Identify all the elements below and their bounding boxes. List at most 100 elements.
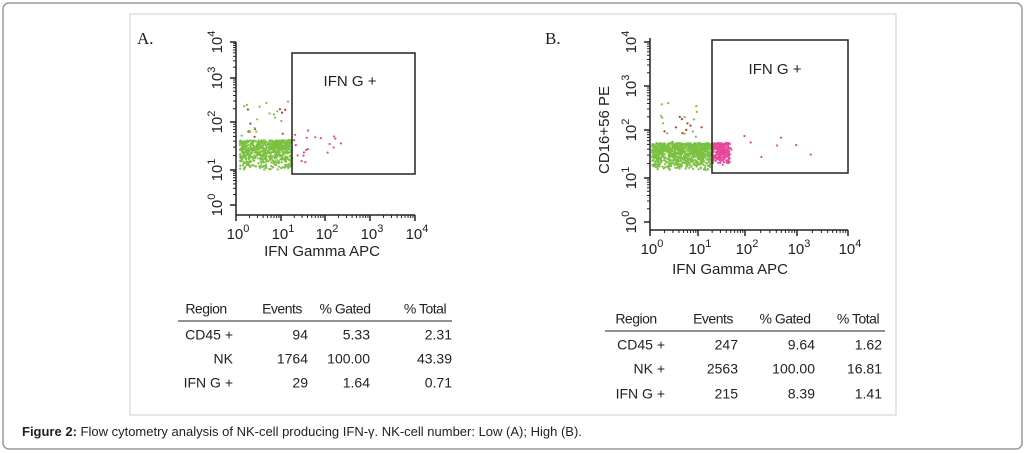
event-dot	[270, 140, 274, 143]
tick-exponent: 2	[620, 119, 632, 125]
event-dot	[289, 150, 292, 153]
event-dot	[651, 144, 654, 147]
table-cell: NK	[214, 351, 234, 367]
event-dot	[659, 148, 662, 151]
event-dot	[293, 139, 296, 142]
event-dot	[285, 156, 288, 159]
event-dot	[695, 105, 698, 108]
event-dot	[247, 157, 250, 160]
event-dot	[280, 167, 283, 170]
event-dot	[253, 127, 256, 130]
event-dot	[249, 139, 253, 142]
event-dot	[260, 155, 263, 158]
event-dot	[267, 155, 271, 158]
event-dot	[712, 144, 716, 147]
event-dot	[688, 162, 691, 166]
event-dot	[662, 149, 665, 152]
event-dot	[701, 153, 704, 156]
event-dot	[681, 132, 684, 135]
event-dot	[262, 142, 266, 145]
event-dot	[672, 156, 675, 159]
event-dot	[666, 132, 669, 135]
event-dot	[249, 142, 252, 145]
event-dot	[718, 143, 721, 146]
event-dot	[672, 143, 675, 146]
tick-label: 102	[206, 111, 226, 134]
event-dot	[653, 160, 657, 163]
event-dot	[708, 151, 711, 154]
table-cell: CD45 +	[185, 327, 233, 343]
tick-label: 100	[206, 194, 226, 217]
event-dot	[264, 143, 267, 146]
tick-exponent: 3	[804, 238, 810, 250]
event-dot	[704, 164, 707, 167]
event-dot	[727, 156, 730, 159]
event-dot	[251, 155, 254, 158]
event-dot	[262, 152, 265, 155]
event-dot	[668, 157, 671, 160]
table-cell: 9.64	[788, 337, 815, 353]
event-dot	[695, 165, 698, 168]
event-dot	[244, 156, 247, 159]
event-dot	[727, 161, 730, 165]
event-dot	[706, 150, 709, 153]
event-dot	[269, 168, 272, 171]
event-dot	[675, 147, 678, 150]
event-dot	[699, 167, 702, 170]
tick-base: 10	[788, 241, 805, 258]
event-dot	[287, 147, 290, 150]
tick-label: 102	[620, 119, 640, 142]
event-dot	[678, 115, 681, 118]
event-dot	[245, 163, 248, 166]
event-dot	[265, 155, 268, 158]
event-dot	[654, 149, 657, 152]
event-dot	[264, 166, 267, 169]
event-dot	[254, 165, 257, 168]
event-dot	[703, 168, 707, 171]
table-header: % Total	[404, 301, 447, 317]
event-dot	[696, 147, 699, 150]
event-dot	[670, 147, 673, 150]
event-dot	[273, 163, 276, 166]
event-dot	[727, 158, 731, 161]
event-dot	[253, 139, 256, 142]
event-dot	[714, 144, 717, 147]
event-dot	[239, 164, 242, 167]
event-dot	[239, 159, 242, 163]
event-dot	[673, 164, 676, 167]
event-dot	[696, 155, 700, 158]
event-dot	[253, 135, 256, 138]
event-dot	[685, 163, 689, 166]
event-dot	[332, 135, 336, 138]
event-dot	[273, 116, 277, 119]
event-dot	[697, 168, 700, 171]
event-dot	[248, 155, 251, 158]
event-dot	[695, 160, 698, 163]
table-cell: 16.81	[847, 361, 882, 377]
event-dot	[700, 159, 703, 162]
event-dot	[271, 146, 275, 149]
event-dot	[662, 153, 665, 156]
event-dot	[684, 167, 687, 170]
event-dot	[697, 141, 700, 144]
event-dot	[704, 156, 707, 159]
event-dot	[675, 142, 679, 145]
caption-label: Figure 2:	[22, 424, 77, 439]
event-dot	[658, 163, 661, 166]
event-dot	[300, 159, 303, 163]
event-dot	[743, 134, 746, 138]
tick-exponent: 0	[206, 194, 218, 200]
table-cell: 43.39	[417, 351, 452, 367]
event-dot	[319, 137, 322, 140]
tick-exponent: 4	[422, 223, 428, 235]
event-dot	[716, 152, 719, 155]
event-dot	[706, 164, 709, 167]
event-dot	[273, 153, 277, 156]
event-dot	[692, 167, 695, 171]
event-dot	[678, 155, 681, 158]
event-dot	[669, 149, 672, 153]
event-dot	[704, 143, 707, 146]
event-dot	[264, 160, 267, 163]
event-dot	[281, 111, 284, 114]
event-dot	[306, 129, 310, 132]
